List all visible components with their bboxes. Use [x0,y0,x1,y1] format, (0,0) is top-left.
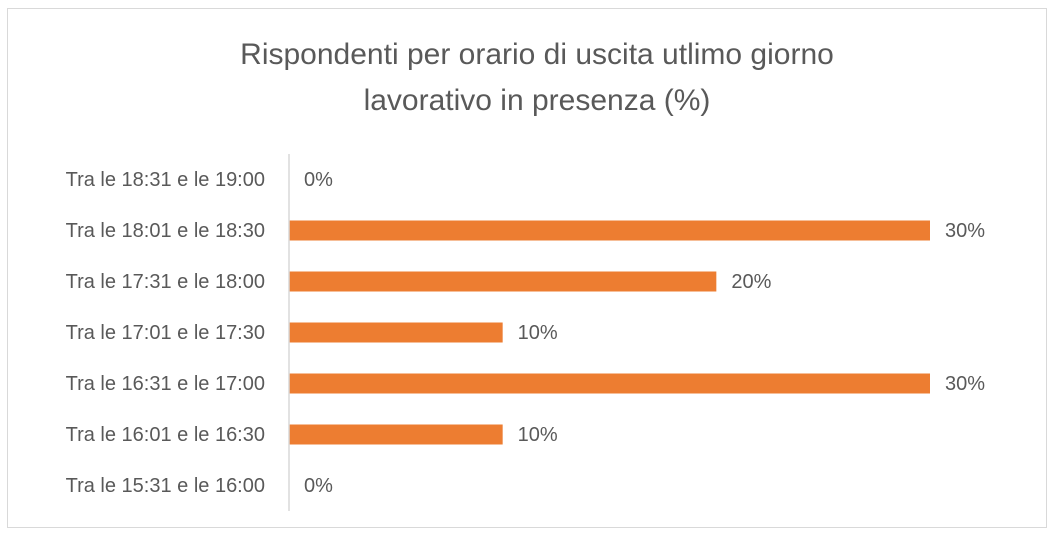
y-tick-label: Tra le 16:31 e le 17:00 [66,373,265,395]
bar [289,424,503,445]
data-label: 0% [304,475,333,497]
data-label: 10% [518,322,558,344]
data-label: 30% [945,220,985,242]
data-label: 20% [731,271,771,293]
data-label: 0% [304,169,333,191]
y-tick-label: Tra le 16:01 e le 16:30 [66,424,265,446]
bar [289,271,717,292]
bar [289,322,503,343]
data-label: 10% [518,424,558,446]
bar [289,220,930,241]
data-label: 30% [945,373,985,395]
y-tick-label: Tra le 17:31 e le 18:00 [66,271,265,293]
y-tick-label: Tra le 18:31 e le 19:00 [66,169,265,191]
y-tick-label: Tra le 18:01 e le 18:30 [66,220,265,242]
chart-title: Rispondenti per orario di uscita utlimo … [240,38,834,117]
y-tick-label: Tra le 15:31 e le 16:00 [66,475,265,497]
y-tick-label: Tra le 17:01 e le 17:30 [66,322,265,344]
bar [289,373,930,394]
chart-border [7,8,1047,528]
